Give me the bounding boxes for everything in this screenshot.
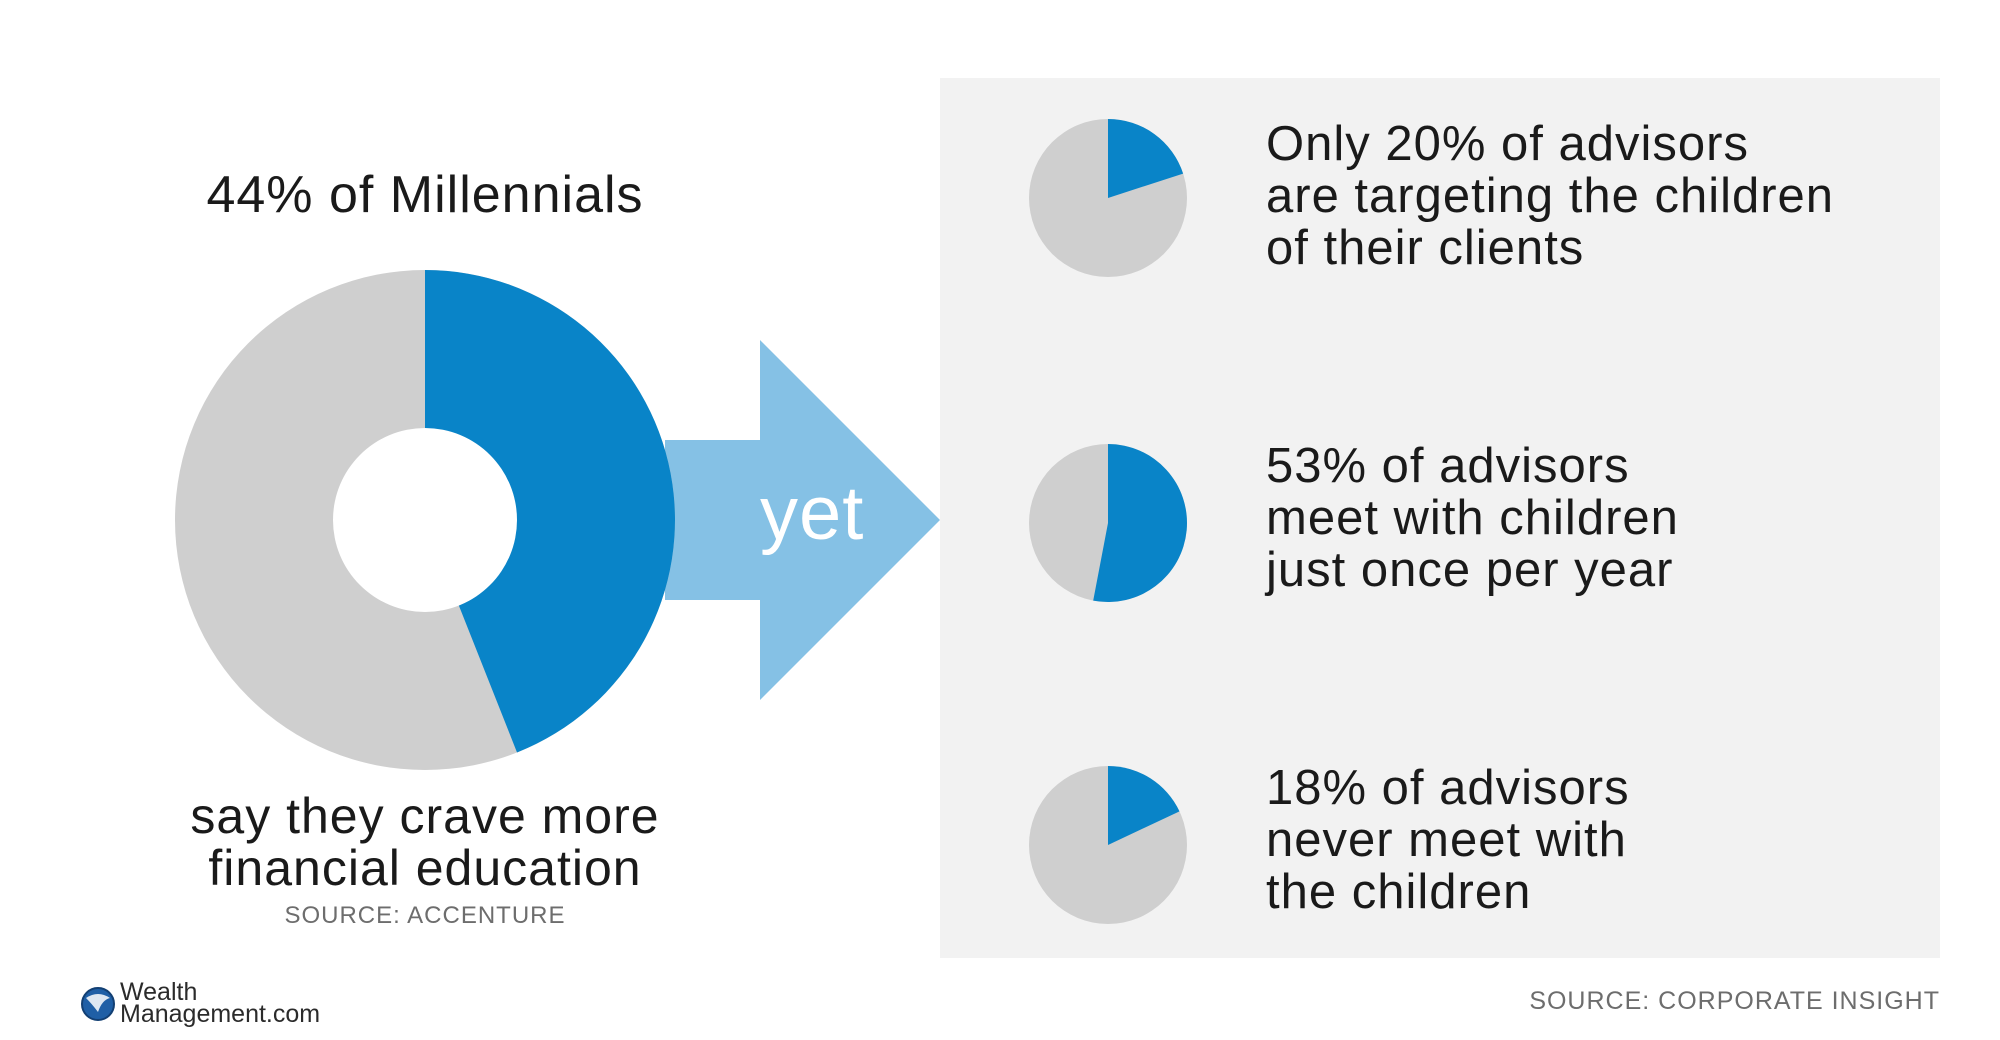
stat-3-line-3: the children [1266,865,1532,919]
wealthmanagement-logo[interactable]: Wealth Management.com [80,978,370,1028]
stat-once-per-year: 53% of advisors meet with children just … [1266,440,1946,596]
stat-2-line-3: just once per year [1266,543,1674,597]
targeting-children-pie-slice-highlight [1108,119,1184,198]
stat-3-line-2: never meet with [1266,813,1627,867]
logo-text-line-2: Management.com [120,1000,321,1028]
stat-3-line-1: 18% of advisors [1266,761,1630,815]
logo-globe-icon [81,987,115,1021]
stat-never-meet: 18% of advisors never meet with the chil… [1266,762,1946,918]
millennials-heading: 44% of Millennials [206,166,644,224]
stat-1-line-3: of their clients [1266,221,1585,275]
source-corporate-insight: SOURCE: CORPORATE INSIGHT [1529,987,1940,1015]
stat-2-line-1: 53% of advisors [1266,439,1630,493]
millennials-donut [175,270,676,770]
millennials-caption: say they crave more financial education [120,790,730,894]
arrow-shape [665,340,940,700]
millennials-donut-slice-highlight [425,270,676,753]
logo-text-line-1: Wealth [120,978,198,1006]
caption-line-1: say they crave more [190,788,660,844]
never-meet-pie-slice-highlight [1108,766,1180,845]
stat-targeting-children: Only 20% of advisors are targeting the c… [1266,118,1946,274]
stat-1-line-1: Only 20% of advisors [1266,117,1749,171]
source-accenture: SOURCE: ACCENTURE [284,902,566,929]
once-per-year-pie-slice-highlight [1093,444,1187,602]
caption-line-2: financial education [208,840,642,896]
arrow-label: yet [760,471,865,556]
stat-1-line-2: are targeting the children [1266,169,1835,223]
pie-layer [175,119,1187,924]
targeting-children-pie [1029,119,1187,277]
once-per-year-pie [1029,444,1187,602]
millennials-donut-hole [333,428,517,612]
never-meet-pie [1029,766,1187,924]
stat-2-line-2: meet with children [1266,491,1679,545]
